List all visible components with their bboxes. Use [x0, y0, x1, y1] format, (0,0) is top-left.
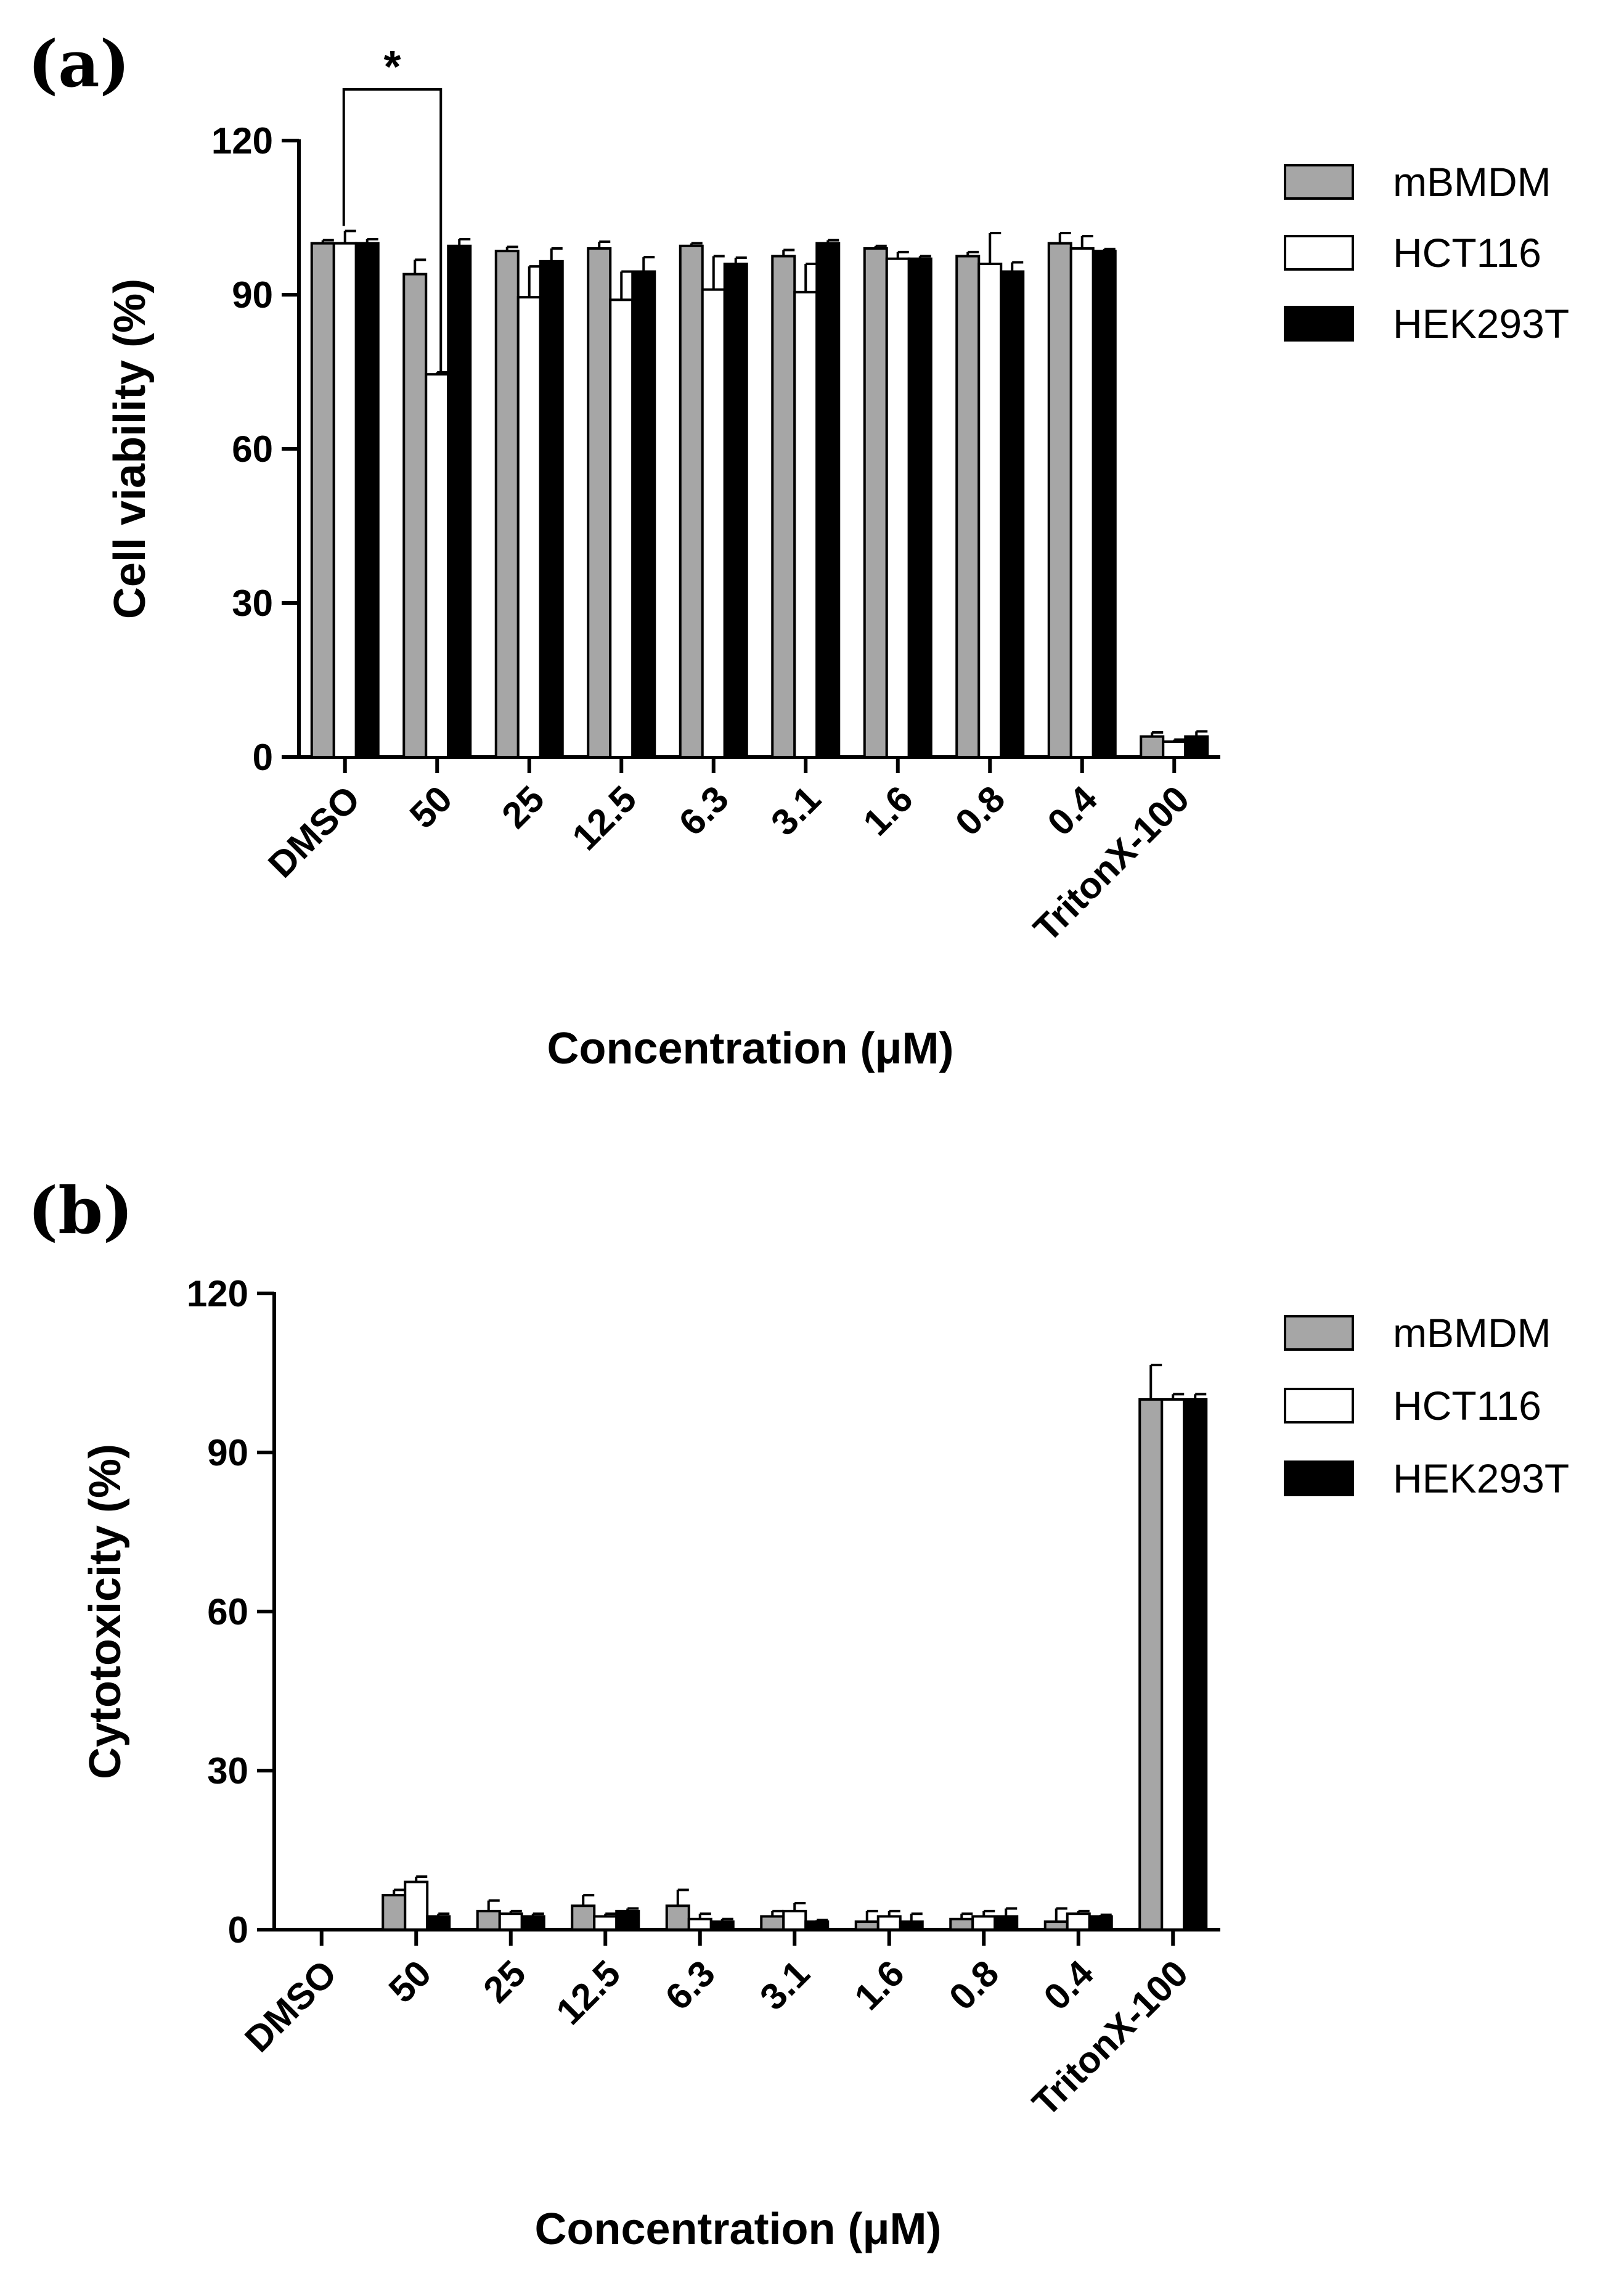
panel-b-bar-hct116-tritonx-100 — [1161, 1398, 1186, 1931]
panel-a-y-axis-title: Cell viability (%) — [105, 279, 155, 619]
panel-a-y-tick-label: 90 — [232, 274, 273, 316]
panel-a-bar-hct116-25 — [516, 296, 542, 758]
panel-b-y-tick-label: 120 — [187, 1273, 248, 1314]
panel-b-bar-mbmdm-3-1 — [760, 1915, 785, 1931]
panel-b-bar-hct116-12-5 — [593, 1915, 618, 1931]
panel-a-legend-swatch-hek293t — [1284, 306, 1354, 342]
panel-b-bar-mbmdm-6-3 — [665, 1904, 690, 1931]
panel-b-x-axis-title: Concentration (μM) — [535, 2205, 942, 2254]
panel-a-bar-hct116-1-6 — [885, 257, 910, 758]
panel-a-bar-hek293t-0-4 — [1092, 250, 1117, 758]
panel-b-bar-hct116-50 — [404, 1880, 429, 1931]
panel-b-bar-hct116-1-6 — [876, 1915, 902, 1931]
panel-b-bar-hek293t-50 — [426, 1915, 451, 1931]
panel-a-y-tick-label: 30 — [232, 583, 273, 624]
panel-a-bar-mbmdm-12-5 — [587, 247, 612, 758]
panel-b-bar-hct116-6-3 — [687, 1917, 712, 1931]
panel-a-y-tick-label: 0 — [253, 737, 273, 778]
panel-b-legend-label-hek293t: HEK293T — [1393, 1456, 1569, 1501]
panel-b-y-tick-label: 60 — [207, 1591, 248, 1632]
panel-b-bar-hek293t-0-4 — [1088, 1915, 1113, 1931]
panel-a-bar-mbmdm-25 — [494, 250, 520, 758]
panel-b-bar-mbmdm-0-8 — [949, 1917, 974, 1931]
panel-a-bar-hct116-3-1 — [793, 290, 818, 759]
panel-a-bar-mbmdm-0-8 — [955, 255, 981, 758]
panel-a-legend-label-hek293t: HEK293T — [1393, 301, 1569, 346]
panel-b-bar-mbmdm-50 — [382, 1894, 407, 1931]
panel-b-legend-swatch-mbmdm — [1284, 1315, 1354, 1351]
panel-a-y-tick-label: 120 — [211, 120, 273, 162]
panel-a-bar-mbmdm-tritonx-100 — [1140, 735, 1165, 758]
panel-b-bar-hct116-0-4 — [1066, 1912, 1091, 1931]
panel-b-bar-hek293t-tritonx-100 — [1183, 1398, 1208, 1931]
panel-b-bar-hct116-0-8 — [971, 1915, 997, 1931]
panel-b-y-tick-label: 0 — [228, 1909, 248, 1951]
panel-a-significance-label: * — [383, 43, 401, 92]
panel-a-bar-mbmdm-6-3 — [679, 244, 704, 759]
panel-a-bar-hek293t-3-1 — [815, 242, 841, 758]
panel-b-bar-hek293t-6-3 — [709, 1920, 735, 1931]
panel-a-bar-hek293t-tritonx-100 — [1184, 735, 1209, 758]
panel-a-label: (a) — [28, 26, 130, 102]
panel-b-bar-mbmdm-tritonx-100 — [1138, 1398, 1164, 1931]
panel-a-legend-swatch-hct116 — [1284, 235, 1354, 271]
panel-b-legend-label-hct116: HCT116 — [1393, 1383, 1541, 1428]
panel-a-bar-mbmdm-50 — [402, 272, 428, 758]
panel-a-bar-hek293t-dmso — [354, 242, 380, 758]
panel-a-bar-mbmdm-1-6 — [863, 247, 888, 758]
panel-a-bar-hct116-12-5 — [609, 298, 634, 759]
panel-b-bar-hek293t-3-1 — [804, 1920, 830, 1931]
panel-b-bar-hek293t-1-6 — [899, 1920, 924, 1931]
panel-a-bar-hek293t-12-5 — [631, 270, 656, 758]
panel-b-bar-hct116-3-1 — [782, 1909, 807, 1931]
panel-a-bar-hek293t-6-3 — [723, 263, 748, 758]
panel-a-bar-hct116-6-3 — [701, 288, 726, 758]
panel-b-y-tick-label: 30 — [207, 1750, 248, 1792]
panel-a-bar-hek293t-25 — [539, 260, 564, 759]
panel-b-bar-mbmdm-25 — [476, 1909, 501, 1931]
panel-b-bar-hct116-25 — [498, 1912, 523, 1931]
panel-a-legend-label-hct116: HCT116 — [1393, 230, 1541, 276]
panel-a-bar-hct116-dmso — [332, 242, 357, 758]
panel-b-bar-mbmdm-1-6 — [854, 1920, 879, 1931]
panel-a-bar-hct116-0-4 — [1069, 247, 1095, 758]
panel-a-bar-hek293t-1-6 — [907, 257, 932, 758]
panel-b-bar-mbmdm-0-4 — [1043, 1920, 1069, 1931]
panel-a-bar-hek293t-0-8 — [1000, 270, 1025, 758]
panel-b-y-axis-title: Cytotoxicity (%) — [81, 1444, 130, 1779]
panel-b-bar-hek293t-25 — [520, 1915, 545, 1931]
panel-a-bar-hct116-tritonx-100 — [1162, 740, 1187, 758]
panel-b-bar-hek293t-0-8 — [994, 1915, 1019, 1931]
panel-a-legend-label-mbmdm: mBMDM — [1393, 159, 1551, 205]
panel-b-legend-swatch-hek293t — [1284, 1460, 1354, 1496]
panel-a-bar-hct116-50 — [425, 373, 450, 758]
panel-b-label: (b) — [28, 1173, 133, 1248]
panel-b-y-tick-label: 90 — [207, 1432, 248, 1473]
panel-a-bar-mbmdm-0-4 — [1047, 242, 1072, 758]
panel-b-legend-label-mbmdm: mBMDM — [1393, 1310, 1551, 1356]
panel-b-legend-swatch-hct116 — [1284, 1388, 1354, 1424]
panel-b-bar-mbmdm-12-5 — [571, 1904, 596, 1931]
panel-a-y-tick-label: 60 — [232, 428, 273, 470]
panel-a-x-axis-title: Concentration (μM) — [547, 1024, 954, 1073]
panel-a-bar-hek293t-50 — [447, 244, 472, 759]
panel-a-significance-bracket — [342, 88, 443, 372]
panel-a-bar-mbmdm-dmso — [310, 242, 335, 758]
panel-b-bar-hek293t-12-5 — [615, 1909, 640, 1931]
panel-a-bar-hct116-0-8 — [977, 263, 1003, 758]
panel-a-bar-mbmdm-3-1 — [771, 255, 796, 758]
panel-a-legend-swatch-mbmdm — [1284, 164, 1354, 200]
